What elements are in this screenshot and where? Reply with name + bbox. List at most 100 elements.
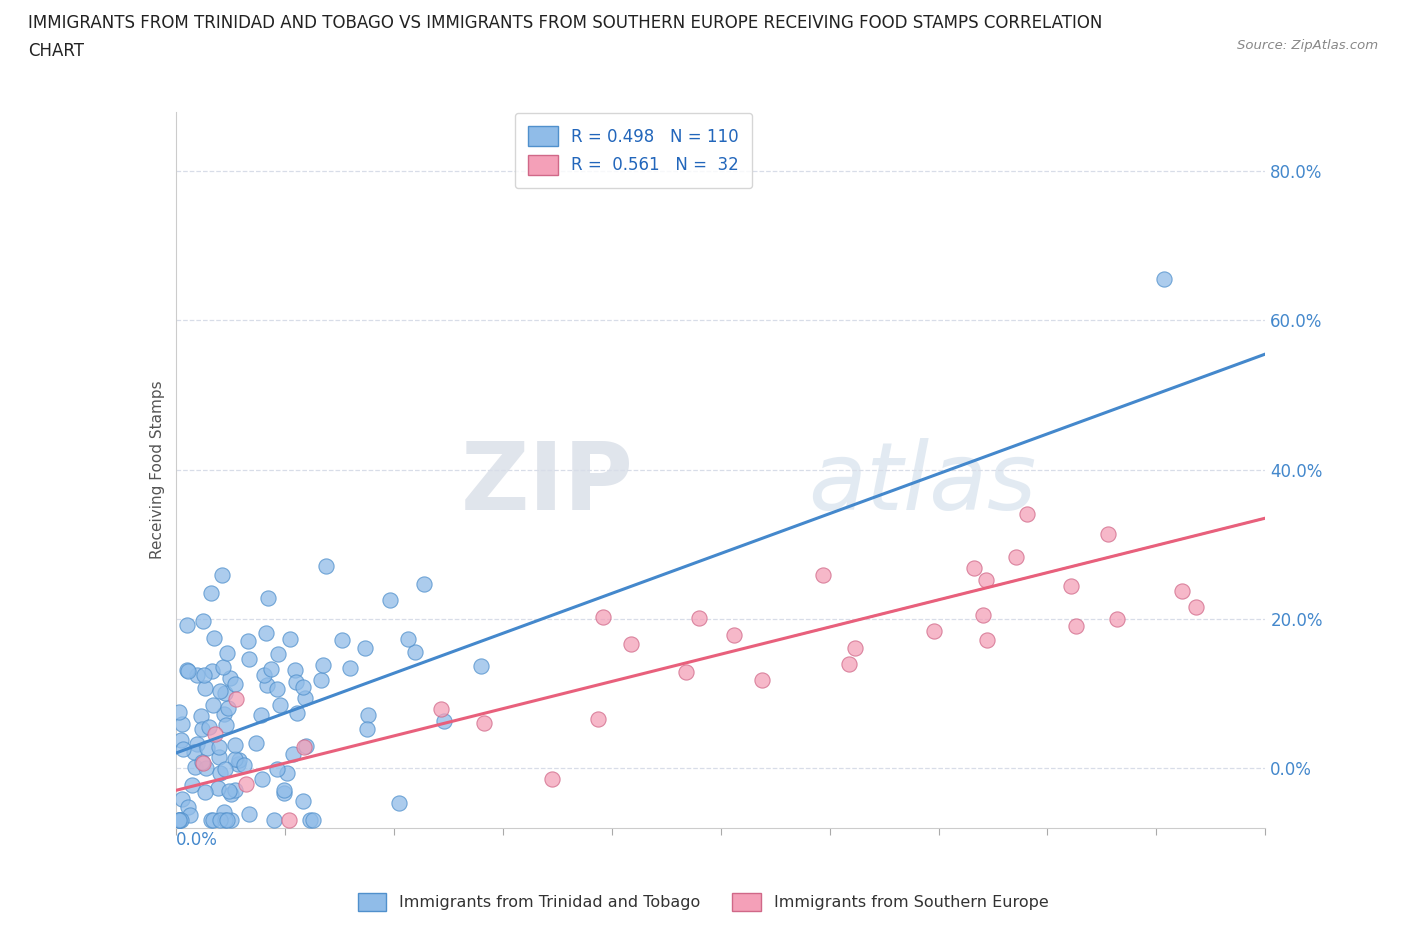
Point	[191, 614, 214, 629]
Point	[194, 761, 217, 776]
Point	[470, 658, 492, 673]
Point	[922, 623, 945, 638]
Point	[688, 610, 710, 625]
Point	[193, 668, 215, 683]
Point	[219, 813, 242, 828]
Point	[245, 736, 267, 751]
Point	[224, 737, 246, 752]
Point	[214, 686, 236, 701]
Point	[225, 692, 247, 707]
Point	[1015, 507, 1038, 522]
Point	[207, 780, 229, 795]
Point	[221, 787, 243, 802]
Point	[176, 800, 198, 815]
Point	[224, 751, 246, 766]
Point	[1064, 619, 1087, 634]
Point	[315, 558, 337, 573]
Point	[285, 705, 308, 720]
Point	[388, 796, 411, 811]
Point	[620, 636, 643, 651]
Point	[354, 641, 377, 656]
Point	[273, 786, 295, 801]
Point	[357, 708, 380, 723]
Point	[190, 754, 212, 769]
Point	[208, 813, 231, 828]
Point	[169, 813, 191, 828]
Point	[198, 720, 221, 735]
Point	[226, 757, 249, 772]
Legend: R = 0.498   N = 110, R =  0.561   N =  32: R = 0.498 N = 110, R = 0.561 N = 32	[515, 113, 752, 189]
Point	[277, 813, 299, 828]
Point	[190, 722, 212, 737]
Point	[194, 681, 217, 696]
Point	[541, 771, 564, 786]
Point	[195, 740, 218, 755]
Point	[292, 739, 315, 754]
Point	[217, 645, 239, 660]
Point	[278, 631, 301, 646]
Point	[472, 716, 495, 731]
Point	[250, 708, 273, 723]
Point	[170, 733, 193, 748]
Point	[207, 750, 229, 764]
Point	[186, 737, 208, 751]
Point	[201, 664, 224, 679]
Point	[204, 726, 226, 741]
Point	[235, 777, 257, 791]
Point	[172, 791, 194, 806]
Point	[218, 671, 240, 685]
Point	[190, 709, 212, 724]
Point	[1153, 272, 1175, 286]
Point	[200, 586, 222, 601]
Point	[224, 783, 246, 798]
Point	[281, 747, 304, 762]
Point	[592, 610, 614, 625]
Point	[963, 560, 986, 575]
Point	[269, 698, 291, 712]
Point	[378, 592, 401, 607]
Point	[432, 713, 454, 728]
Point	[285, 674, 308, 689]
Point	[176, 662, 198, 677]
Y-axis label: Receiving Food Stamps: Receiving Food Stamps	[149, 380, 165, 559]
Text: 0.0%: 0.0%	[176, 831, 218, 849]
Point	[169, 813, 191, 828]
Point	[184, 759, 207, 774]
Point	[215, 813, 238, 828]
Point	[404, 644, 426, 659]
Point	[212, 660, 235, 675]
Point	[214, 762, 236, 777]
Point	[253, 668, 276, 683]
Point	[976, 633, 998, 648]
Point	[586, 711, 609, 726]
Point	[183, 744, 205, 759]
Point	[276, 765, 298, 780]
Point	[294, 690, 316, 705]
Point	[173, 742, 195, 757]
Text: CHART: CHART	[28, 42, 84, 60]
Point	[179, 807, 201, 822]
Point	[211, 568, 233, 583]
Point	[811, 568, 834, 583]
Point	[193, 755, 215, 770]
Point	[309, 672, 332, 687]
Point	[302, 813, 325, 828]
Point	[209, 766, 232, 781]
Point	[1185, 599, 1208, 614]
Point	[263, 813, 285, 828]
Text: atlas: atlas	[807, 438, 1036, 529]
Text: ZIP: ZIP	[461, 438, 633, 530]
Point	[1004, 550, 1026, 565]
Point	[356, 722, 378, 737]
Point	[214, 813, 236, 828]
Point	[194, 784, 217, 799]
Point	[250, 772, 273, 787]
Point	[202, 631, 225, 645]
Point	[273, 782, 295, 797]
Point	[238, 652, 260, 667]
Point	[207, 739, 229, 754]
Point	[266, 682, 288, 697]
Point	[292, 680, 315, 695]
Point	[224, 677, 246, 692]
Point	[284, 662, 307, 677]
